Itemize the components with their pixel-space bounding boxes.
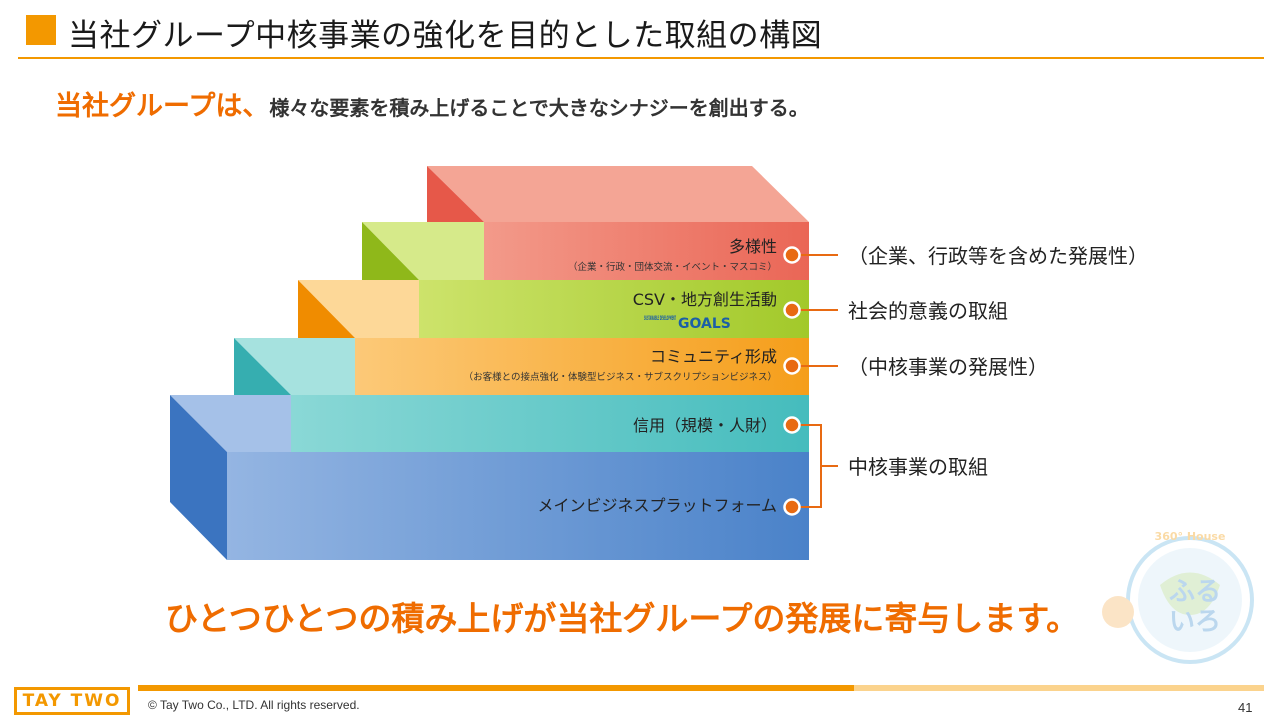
marker-dot-diversity	[783, 246, 801, 264]
sdgs-goals-text: GOALS	[678, 316, 731, 332]
marker-dot-main-platform	[783, 498, 801, 516]
connector-lines	[800, 254, 838, 508]
page-number: 41	[1238, 700, 1253, 715]
subtitle: 当社グループは、様々な要素を積み上げることで大きなシナジーを創出する。	[55, 84, 809, 123]
layer-label-community: コミュニティ形成	[650, 347, 777, 366]
marker-dot-trust	[783, 416, 801, 434]
copyright-text: © Tay Two Co., LTD. All rights reserved.	[148, 698, 360, 712]
layer-label-diversity: 多様性	[729, 237, 777, 256]
mascot-ring-text: 360° House	[1155, 530, 1226, 543]
mascot-text-top: ふる	[1169, 577, 1221, 607]
footer-bar-light	[854, 685, 1264, 691]
mascot-globe-icon	[1126, 536, 1254, 664]
company-logo: TAY TWO	[14, 687, 130, 715]
mascot-land-icon	[1160, 572, 1220, 615]
title-divider	[18, 57, 1264, 59]
sdgs-small-text: SUSTAINABLE DEVELOPMENT	[644, 315, 676, 322]
bottom-message: ひとつひとつの積み上げが当社グループの発展に寄与します。	[165, 599, 1080, 638]
title-accent-square	[26, 15, 56, 45]
layer-sub-community: （お客様との接点強化・体験型ビジネス・サブスクリプションビジネス）	[464, 371, 777, 383]
marker-dot-csv	[783, 301, 801, 319]
footer-bar	[138, 685, 854, 691]
mascot-text-bottom: いろ	[1169, 607, 1221, 637]
layer-sub-diversity: （企業・行政・団体交流・イベント・マスコミ）	[568, 261, 777, 273]
subtitle-highlight: 当社グループは、	[55, 91, 270, 122]
mascot-watermark: 360° House ふる いろ	[1102, 530, 1254, 664]
layer-main-platform-block	[170, 395, 809, 560]
annotation-core-growth: （中核事業の発展性）	[848, 355, 1048, 379]
mascot-globe-fill	[1138, 548, 1242, 652]
marker-dot-community	[783, 357, 801, 375]
page-title: 当社グループ中核事業の強化を目的とした取組の構図	[68, 18, 823, 54]
layer-label-main-platform: メインビジネスプラットフォーム	[537, 496, 777, 515]
marker-dots	[783, 246, 801, 516]
sdgs-goals-badge: SUSTAINABLE DEVELOPMENT GOALS	[644, 315, 731, 332]
layer-label-csv: CSV・地方創生活動	[633, 290, 777, 309]
annotation-core: 中核事業の取組	[848, 455, 988, 479]
subtitle-text: 様々な要素を積み上げることで大きなシナジーを創出する。	[269, 96, 809, 120]
annotation-social: 社会的意義の取組	[848, 299, 1008, 323]
annotation-diversity: （企業、行政等を含めた発展性）	[848, 244, 1148, 268]
mascot-character-icon	[1102, 596, 1134, 628]
layer-label-trust: 信用（規模・人財）	[633, 416, 777, 435]
layer-csv-block	[362, 222, 809, 338]
layer-diversity-block	[427, 166, 809, 280]
